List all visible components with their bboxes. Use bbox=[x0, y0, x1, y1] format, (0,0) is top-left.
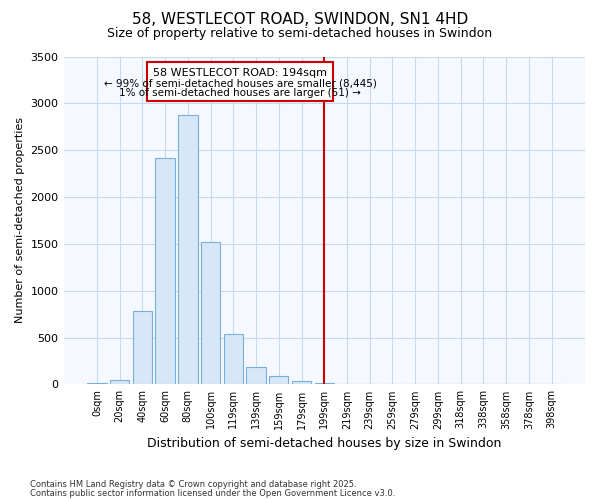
Bar bbox=[292, 380, 311, 384]
Bar bbox=[155, 158, 175, 384]
Text: 58 WESTLECOT ROAD: 194sqm: 58 WESTLECOT ROAD: 194sqm bbox=[153, 68, 327, 78]
Bar bbox=[178, 114, 197, 384]
Bar bbox=[247, 367, 266, 384]
Y-axis label: Number of semi-detached properties: Number of semi-detached properties bbox=[15, 118, 25, 324]
Bar bbox=[201, 242, 220, 384]
Bar bbox=[87, 382, 107, 384]
Text: ← 99% of semi-detached houses are smaller (8,445): ← 99% of semi-detached houses are smalle… bbox=[104, 78, 377, 88]
Bar bbox=[224, 334, 243, 384]
Bar bbox=[133, 312, 152, 384]
Text: Contains public sector information licensed under the Open Government Licence v3: Contains public sector information licen… bbox=[30, 488, 395, 498]
Bar bbox=[314, 382, 334, 384]
Text: Contains HM Land Registry data © Crown copyright and database right 2025.: Contains HM Land Registry data © Crown c… bbox=[30, 480, 356, 489]
Text: 58, WESTLECOT ROAD, SWINDON, SN1 4HD: 58, WESTLECOT ROAD, SWINDON, SN1 4HD bbox=[132, 12, 468, 28]
Text: Size of property relative to semi-detached houses in Swindon: Size of property relative to semi-detach… bbox=[107, 28, 493, 40]
FancyBboxPatch shape bbox=[147, 62, 334, 102]
Text: 1% of semi-detached houses are larger (51) →: 1% of semi-detached houses are larger (5… bbox=[119, 88, 361, 99]
Bar bbox=[269, 376, 289, 384]
Bar bbox=[110, 380, 130, 384]
X-axis label: Distribution of semi-detached houses by size in Swindon: Distribution of semi-detached houses by … bbox=[147, 437, 502, 450]
